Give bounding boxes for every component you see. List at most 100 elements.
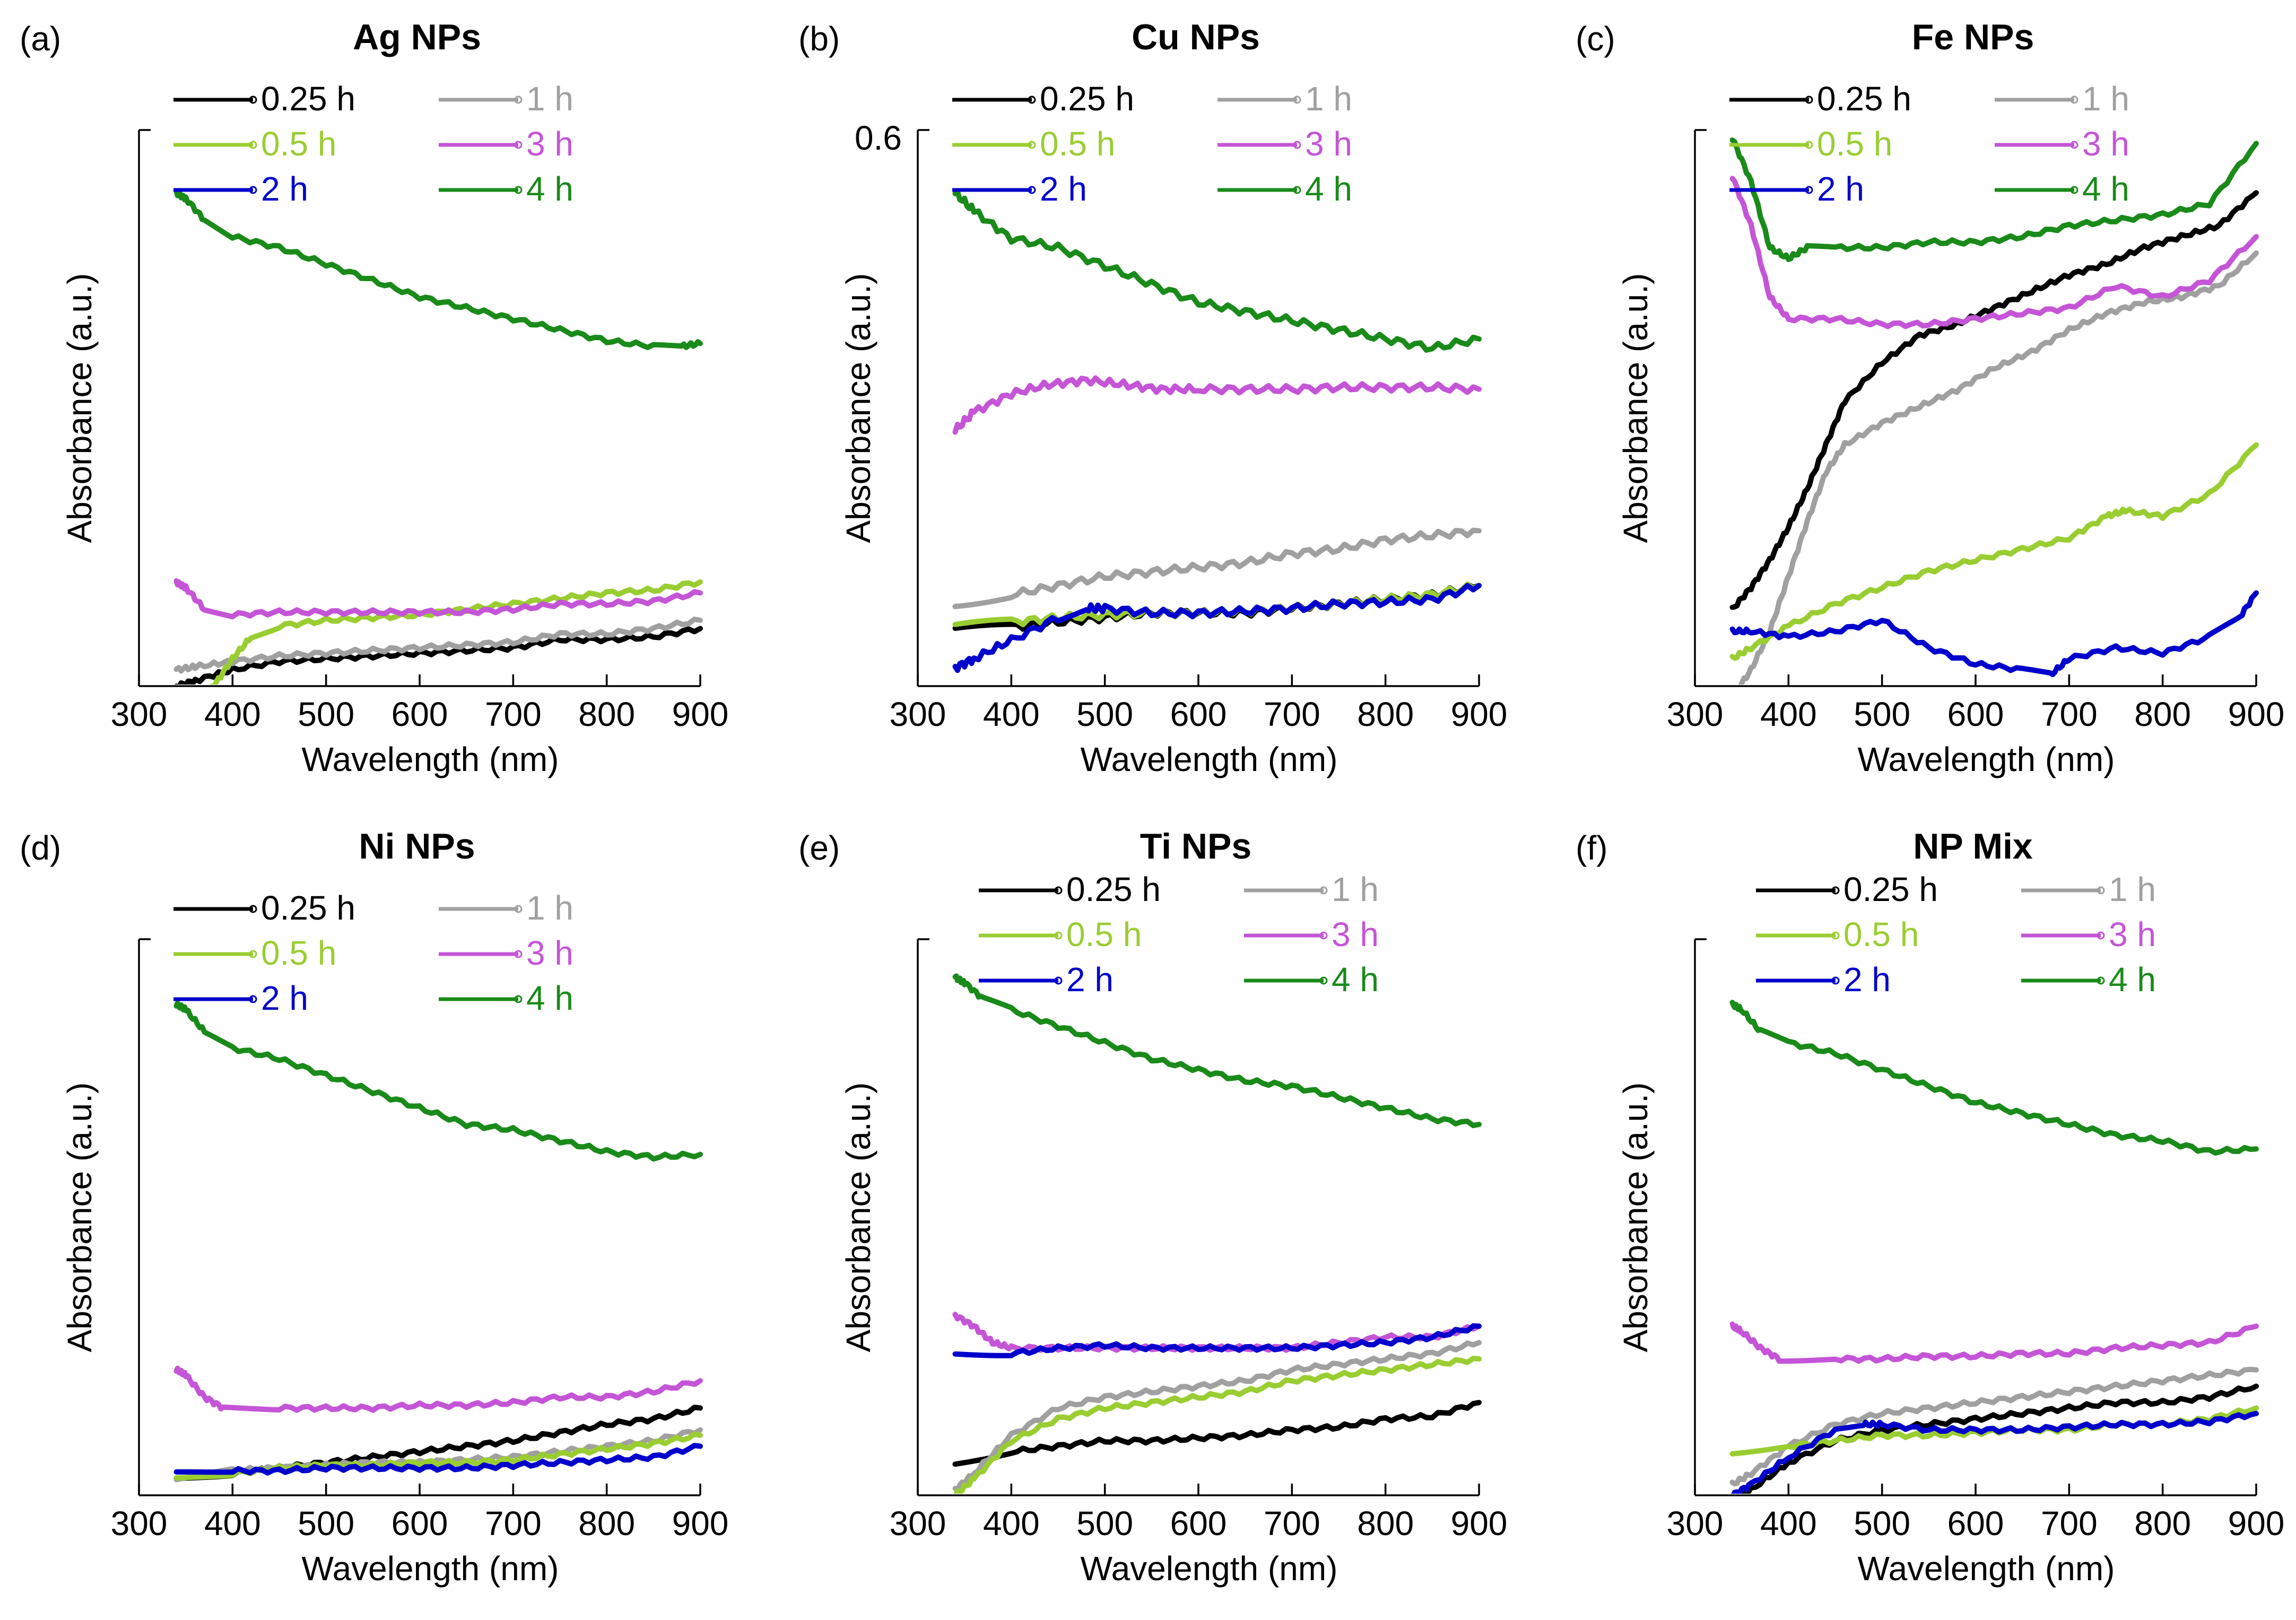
legend-label: 2 h (261, 170, 308, 208)
series-line-1h (952, 1340, 1482, 1493)
series-line-4h (952, 188, 1482, 353)
x-tick-label: 900 (2228, 695, 2285, 733)
x-tick-label: 500 (1854, 1504, 1910, 1543)
series-line-4h (952, 973, 1482, 1129)
series-line-3h (173, 578, 703, 620)
legend-label: 2 h (1066, 960, 1114, 999)
legend-marker (1805, 96, 1813, 104)
legend-label: 2 h (1817, 170, 1864, 208)
x-tick-label: 500 (1076, 695, 1133, 733)
x-tick-label: 600 (1170, 1504, 1227, 1543)
x-tick-label: 800 (1357, 1504, 1414, 1543)
legend-marker (249, 186, 257, 194)
legend-marker (1831, 931, 1840, 940)
series-line-4h (1729, 1000, 2259, 1156)
x-tick-label: 600 (1947, 695, 2004, 733)
x-tick-label: 400 (983, 1504, 1040, 1543)
legend-marker (2070, 96, 2078, 104)
legend-label: 0.5 h (1040, 125, 1115, 163)
panel-title: Ni NPs (359, 826, 475, 867)
legend-label: 4 h (526, 170, 573, 208)
x-tick-label: 400 (204, 1504, 261, 1543)
x-tick-label: 800 (2134, 1504, 2191, 1543)
legend-marker (2097, 976, 2105, 985)
y-axis-label: Absorbance (a.u.) (839, 1082, 877, 1353)
legend-marker (249, 950, 257, 958)
legend-label: 0.25 h (1066, 870, 1161, 908)
legend-label: 0.25 h (1843, 870, 1938, 908)
x-tick-label: 400 (1760, 1504, 1817, 1543)
panel-letter: (a) (20, 20, 61, 58)
legend-label: 0.25 h (1040, 80, 1134, 118)
series-line-05h (209, 579, 703, 685)
x-tick-label: 900 (2228, 1504, 2285, 1543)
panel-b: (b) Cu NPs 300 400 500 600 700 800 900 0.6 Wavelen… (798, 17, 1507, 778)
series-line-3h (952, 375, 1482, 435)
legend-marker (1831, 886, 1840, 895)
legend-label: 1 h (1305, 80, 1352, 118)
panel-title: Cu NPs (1132, 17, 1260, 57)
series-line-4h (173, 188, 703, 350)
x-tick-label: 700 (485, 1504, 542, 1543)
legend-label: 0.5 h (1066, 915, 1142, 954)
y-axis-label: Absorbance (a.u.) (1616, 1082, 1655, 1353)
x-tick-label: 800 (1357, 695, 1414, 733)
legend-label: 0.5 h (261, 125, 336, 163)
x-tick-label: 400 (204, 695, 261, 733)
panel-letter: (c) (1576, 20, 1615, 58)
legend-marker (1028, 96, 1036, 104)
legend-marker (1293, 141, 1301, 149)
legend-label: 3 h (526, 934, 573, 972)
x-tick-label: 900 (1451, 1504, 1508, 1543)
legend-marker (1831, 976, 1840, 985)
legend-marker (2097, 886, 2105, 895)
x-tick-label: 900 (1451, 695, 1508, 733)
legend-label: 0.5 h (1843, 915, 1919, 954)
legend-marker (2070, 186, 2078, 194)
x-tick-label: 600 (1170, 695, 1227, 733)
legend-label: 1 h (2082, 80, 2129, 118)
x-tick-label: 300 (111, 1504, 168, 1543)
x-tick-label: 700 (2041, 695, 2098, 733)
legend-marker (1319, 931, 1328, 940)
x-axis-label: Wavelength (nm) (302, 1549, 559, 1588)
x-tick-label: 700 (1264, 695, 1320, 733)
legend-marker (249, 995, 257, 1003)
x-tick-label: 300 (111, 695, 168, 733)
x-tick-label: 900 (672, 1504, 729, 1543)
y-axis-label: Absorbance (a.u.) (60, 1082, 99, 1353)
legend-label: 4 h (2109, 960, 2156, 999)
series-line-05h (1729, 442, 2259, 661)
x-axis-label: Wavelength (nm) (1081, 1549, 1338, 1588)
x-tick-label: 300 (890, 695, 946, 733)
legend-marker (514, 995, 523, 1003)
series-line-2h (173, 1443, 703, 1476)
legend-marker (249, 141, 257, 149)
series-line-2h (952, 1323, 1482, 1358)
series-line-1h (952, 527, 1482, 609)
series-line-4h (1729, 137, 2259, 262)
legend-label: 0.25 h (1817, 80, 1911, 118)
panel-title: Ag NPs (353, 17, 481, 57)
x-axis-label: Wavelength (nm) (1858, 1549, 2115, 1588)
legend-marker (1319, 886, 1328, 895)
legend-label: 3 h (2109, 915, 2156, 954)
legend-marker (1054, 886, 1063, 895)
y-axis-label: Absorbance (a.u.) (839, 273, 877, 543)
y-axis-label: Absorbance (a.u.) (60, 273, 99, 543)
legend-label: 1 h (526, 889, 573, 927)
x-tick-label: 700 (2041, 1504, 2098, 1543)
series-line-2h (952, 583, 1482, 673)
legend-label: 0.25 h (261, 80, 355, 118)
legend-marker (514, 950, 523, 958)
panel-title: Fe NPs (1912, 17, 2034, 57)
x-tick-label: 500 (298, 695, 354, 733)
x-tick-label: 800 (578, 695, 635, 733)
legend-marker (2070, 141, 2078, 149)
legend-marker (1028, 186, 1036, 194)
panel-letter: (f) (1576, 829, 1607, 867)
x-tick-label: 500 (1854, 695, 1910, 733)
x-tick-label: 800 (578, 1504, 635, 1543)
legend-marker (1028, 141, 1036, 149)
panel-title: NP Mix (1913, 826, 2033, 867)
